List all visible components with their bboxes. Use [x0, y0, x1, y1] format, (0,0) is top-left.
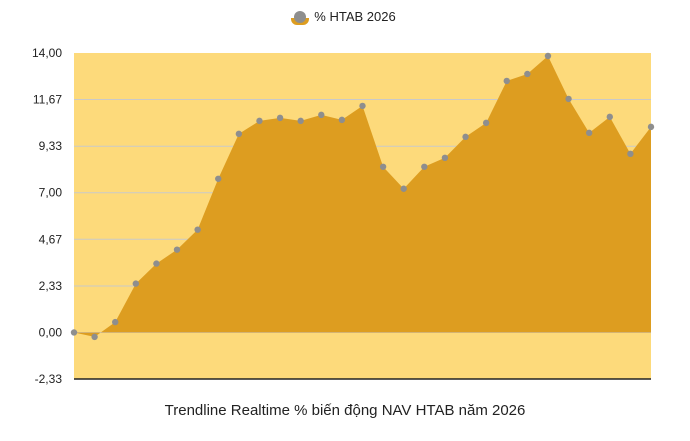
data-point[interactable] — [91, 333, 98, 341]
data-point[interactable] — [524, 70, 531, 78]
data-point[interactable] — [338, 116, 346, 124]
data-point[interactable] — [235, 130, 243, 138]
area-series — [74, 55, 651, 337]
data-point[interactable] — [627, 150, 634, 158]
legend-label: % HTAB 2026 — [314, 9, 396, 24]
data-point[interactable] — [132, 280, 140, 287]
data-point[interactable] — [215, 175, 222, 182]
y-axis: 14,00 11,67 9,33 7,00 4,67 2,33 0,00 -2,33 — [32, 46, 62, 386]
data-point[interactable] — [359, 102, 366, 110]
data-point[interactable] — [441, 154, 449, 162]
y-tick-label: 7,00 — [39, 186, 63, 200]
data-point[interactable] — [585, 129, 593, 137]
y-tick-label: 4,67 — [39, 232, 63, 246]
y-tick-label: 0,00 — [39, 325, 63, 339]
data-point[interactable] — [112, 318, 119, 326]
data-points — [70, 52, 655, 341]
data-point[interactable] — [173, 246, 181, 253]
data-point[interactable] — [400, 185, 407, 192]
y-tick-label: 11,67 — [33, 93, 62, 107]
data-point[interactable] — [647, 123, 655, 131]
legend-marker-icon — [291, 10, 310, 25]
data-point[interactable] — [276, 114, 284, 122]
chart-caption: Trendline Realtime % biến động NAV HTAB … — [164, 402, 526, 419]
legend[interactable]: % HTAB 2026 — [0, 9, 690, 25]
data-point[interactable] — [70, 329, 78, 336]
y-tick-label: 14,00 — [32, 46, 62, 60]
y-tick-label: -2,33 — [35, 372, 63, 386]
data-point[interactable] — [379, 163, 387, 170]
data-point[interactable] — [565, 95, 572, 103]
y-tick-label: 2,33 — [39, 279, 63, 293]
data-point[interactable] — [462, 133, 469, 141]
data-point[interactable] — [194, 226, 201, 233]
data-point[interactable] — [503, 77, 510, 85]
data-point[interactable] — [153, 260, 160, 267]
data-point[interactable] — [297, 117, 304, 125]
data-point[interactable] — [256, 117, 263, 125]
y-tick-label: 9,33 — [39, 139, 63, 153]
data-point[interactable] — [544, 52, 552, 60]
data-point[interactable] — [482, 119, 490, 127]
data-point[interactable] — [421, 163, 428, 170]
data-point[interactable] — [606, 113, 613, 121]
data-point[interactable] — [318, 111, 325, 119]
